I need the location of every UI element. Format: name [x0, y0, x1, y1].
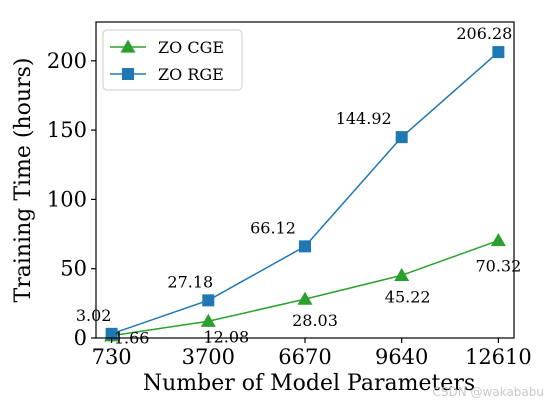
data-point [297, 291, 313, 305]
y-axis-title: Training Time (hours) [11, 58, 36, 303]
data-point [200, 313, 216, 327]
data-label: 28.03 [292, 311, 338, 330]
legend-marker [120, 39, 136, 53]
data-label: 3.02 [76, 306, 112, 325]
y-tick-label: 0 [74, 326, 87, 350]
data-label: 206.28 [456, 24, 512, 43]
plot-markers [104, 46, 506, 342]
y-tick-label: 50 [60, 257, 87, 281]
x-axis-title: Number of Model Parameters [143, 371, 475, 396]
legend-label: ZO CGE [158, 38, 224, 57]
x-tick-label: 12610 [465, 345, 532, 369]
legend: ZO CGE ZO RGE [102, 29, 243, 91]
data-label: 144.92 [336, 109, 392, 128]
y-tick-label: 200 [47, 49, 87, 73]
y-tick-label: 100 [47, 187, 87, 211]
data-point [202, 294, 215, 307]
y-tick-label: 150 [47, 118, 87, 142]
data-point [394, 267, 410, 281]
legend-marker [122, 68, 134, 80]
data-label: 45.22 [385, 287, 431, 306]
data-point [105, 327, 118, 340]
x-tick-label: 730 [92, 345, 132, 369]
x-tick-label: 6670 [278, 345, 331, 369]
x-tick-label: 9640 [375, 345, 428, 369]
data-label: 70.32 [475, 257, 521, 276]
series-line-zo-rge [111, 51, 499, 335]
data-point [395, 131, 408, 144]
data-labels: 1.66 12.0828.0345.2270.323.0227.1866.1214… [76, 24, 521, 348]
data-point [299, 240, 311, 253]
watermark: CSDN @wakababu [432, 385, 544, 399]
legend-box [102, 29, 243, 91]
data-label: 66.12 [250, 218, 296, 237]
data-point [490, 233, 506, 247]
axis-ticks: 730 3700 6670 9640 12610 0 50 100 150 200 [47, 49, 532, 369]
data-label: 12.08 [203, 327, 249, 346]
data-point [492, 46, 505, 59]
data-label: 27.18 [167, 272, 213, 291]
legend-label: ZO RGE [158, 65, 224, 84]
x-tick-label: 3700 [182, 345, 235, 369]
